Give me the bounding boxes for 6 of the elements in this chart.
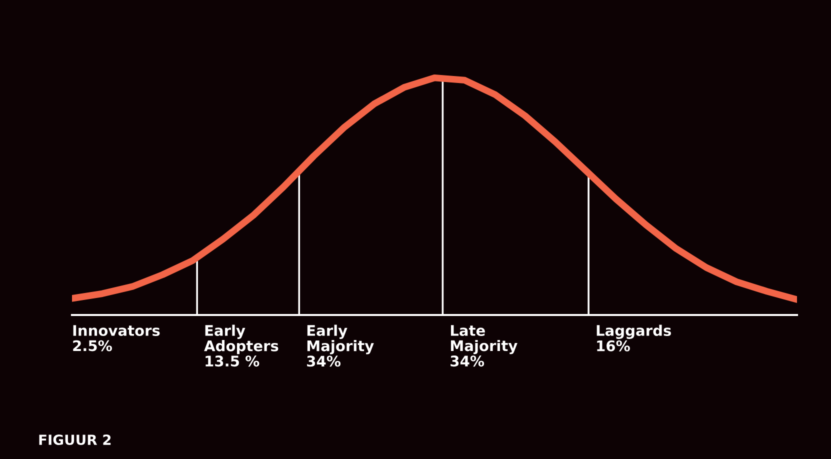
text: Late Majority 34% [450,325,518,367]
text: FIGUUR 2 [39,434,111,446]
text: Innovators 2.5% [73,325,160,352]
text: Early Majority 34% [307,324,374,367]
text: Early Adopters 13.5 % [204,324,278,367]
text: Laggards 16% [596,324,671,352]
